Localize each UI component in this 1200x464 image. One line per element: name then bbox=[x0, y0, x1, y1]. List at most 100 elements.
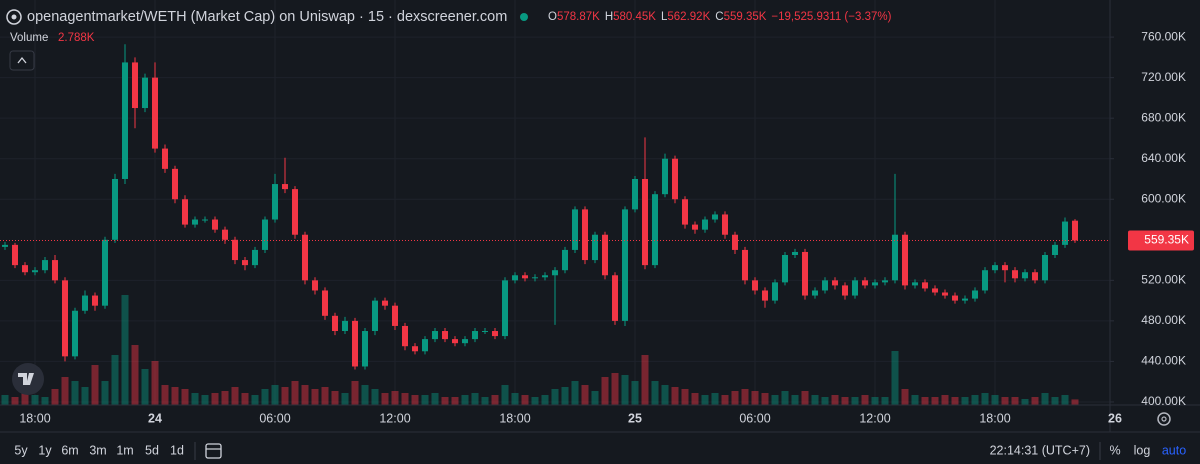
candle-body bbox=[1032, 272, 1038, 281]
candle-body bbox=[122, 62, 128, 179]
range-button[interactable]: 1m bbox=[116, 443, 133, 457]
volume-bar bbox=[261, 389, 269, 405]
volume-bar bbox=[451, 397, 459, 405]
candle-body bbox=[862, 280, 868, 286]
volume-bar bbox=[101, 381, 109, 405]
volume-bar bbox=[51, 389, 59, 405]
axes bbox=[0, 0, 1200, 433]
candle-body bbox=[962, 298, 968, 301]
volume-bar bbox=[1001, 397, 1009, 405]
candle-body bbox=[492, 331, 498, 337]
volume-bar bbox=[81, 387, 89, 405]
volume-bar bbox=[171, 387, 179, 405]
volume-bar bbox=[431, 393, 439, 405]
volume-bar bbox=[731, 391, 739, 405]
candle-body bbox=[682, 199, 688, 225]
volume-bar bbox=[31, 395, 39, 405]
collapse-button[interactable] bbox=[9, 50, 35, 71]
range-button[interactable]: 1y bbox=[38, 443, 52, 457]
candle-body bbox=[822, 280, 828, 291]
candle-body bbox=[782, 255, 788, 283]
status-dot bbox=[520, 13, 528, 21]
candle-body bbox=[832, 280, 838, 286]
candle-body bbox=[532, 277, 538, 279]
candle-body bbox=[632, 178, 638, 210]
candle-body bbox=[352, 320, 358, 367]
x-tick-label: 12:00 bbox=[859, 411, 890, 425]
volume-bar bbox=[551, 389, 559, 405]
settings-gear-center bbox=[1161, 416, 1167, 422]
volume-bar bbox=[271, 385, 279, 405]
volume-bar bbox=[11, 397, 19, 405]
auto-toggle[interactable]: auto bbox=[1162, 443, 1186, 457]
ohlc-key: C bbox=[715, 11, 723, 23]
volume-bar bbox=[951, 397, 959, 405]
candle-body bbox=[202, 219, 208, 221]
percent-toggle[interactable]: % bbox=[1109, 443, 1120, 457]
volume-bar bbox=[441, 397, 449, 405]
candle-body bbox=[732, 234, 738, 250]
candle-body bbox=[952, 295, 958, 301]
candle-body bbox=[1022, 272, 1028, 279]
candle-body bbox=[992, 265, 998, 271]
candle-body bbox=[12, 244, 18, 266]
range-button[interactable]: 3m bbox=[89, 443, 106, 457]
volume-bar bbox=[751, 391, 759, 405]
ohlc-legend: O578.87K H580.45K L562.92K C559.35K −19,525.… bbox=[548, 11, 892, 23]
volume-bar bbox=[471, 393, 479, 405]
candle-body bbox=[62, 280, 68, 357]
candle-body bbox=[602, 234, 608, 276]
x-tick-label: 26 bbox=[1108, 411, 1122, 425]
volume-bar bbox=[691, 393, 699, 405]
volume-bar bbox=[881, 397, 889, 405]
range-button[interactable]: 1d bbox=[170, 443, 184, 457]
settings-gear[interactable] bbox=[1157, 412, 1171, 426]
candle-body bbox=[592, 234, 598, 261]
x-tick-label: 18:00 bbox=[19, 411, 50, 425]
candle-body bbox=[382, 300, 388, 306]
volume-bar bbox=[941, 395, 949, 405]
toolbar: 22:14:31 (UTC+7) % log auto 5y 1y 6m 3m 1m 5d… bbox=[14, 442, 1186, 460]
range-button[interactable]: 6m bbox=[61, 443, 78, 457]
volume-bar bbox=[611, 373, 619, 405]
candle-body bbox=[762, 290, 768, 301]
volume-bar bbox=[1071, 399, 1079, 405]
y-tick-label: 600.00K bbox=[1141, 191, 1186, 205]
candle-body bbox=[872, 282, 878, 286]
volume-bar bbox=[631, 381, 639, 405]
volume-bar bbox=[1031, 397, 1039, 405]
y-tick-label: 680.00K bbox=[1141, 110, 1186, 124]
calendar-icon[interactable] bbox=[194, 442, 222, 460]
candle-body bbox=[422, 339, 428, 352]
candle-body bbox=[742, 249, 748, 281]
volume-bar bbox=[921, 397, 929, 405]
volume-bar bbox=[681, 389, 689, 405]
volume-bar bbox=[311, 389, 319, 405]
candle-body bbox=[132, 62, 138, 109]
candle-body bbox=[282, 184, 288, 190]
settings-icon[interactable] bbox=[1157, 412, 1171, 426]
candle-body bbox=[672, 158, 678, 200]
y-tick-label: 400.00K bbox=[1141, 394, 1186, 408]
volume-bar bbox=[741, 389, 749, 405]
volume-bar bbox=[851, 397, 859, 405]
candle-body bbox=[212, 219, 218, 230]
clock: 22:14:31 (UTC+7) bbox=[990, 443, 1090, 457]
volume-bar bbox=[421, 395, 429, 405]
range-button[interactable]: 5d bbox=[145, 443, 159, 457]
volume-bar bbox=[561, 387, 569, 405]
candle-body bbox=[332, 315, 338, 332]
volume-bar bbox=[1051, 397, 1059, 405]
candle-body bbox=[242, 260, 248, 266]
calendar-frame[interactable] bbox=[205, 443, 222, 459]
candle-body bbox=[502, 280, 508, 337]
volume-bar bbox=[401, 393, 409, 405]
candle-body bbox=[172, 168, 178, 200]
log-toggle[interactable]: log bbox=[1134, 443, 1151, 457]
candle-body bbox=[322, 290, 328, 316]
range-button[interactable]: 5y bbox=[14, 443, 28, 457]
candle-body bbox=[512, 275, 518, 281]
volume-bar bbox=[491, 395, 499, 405]
